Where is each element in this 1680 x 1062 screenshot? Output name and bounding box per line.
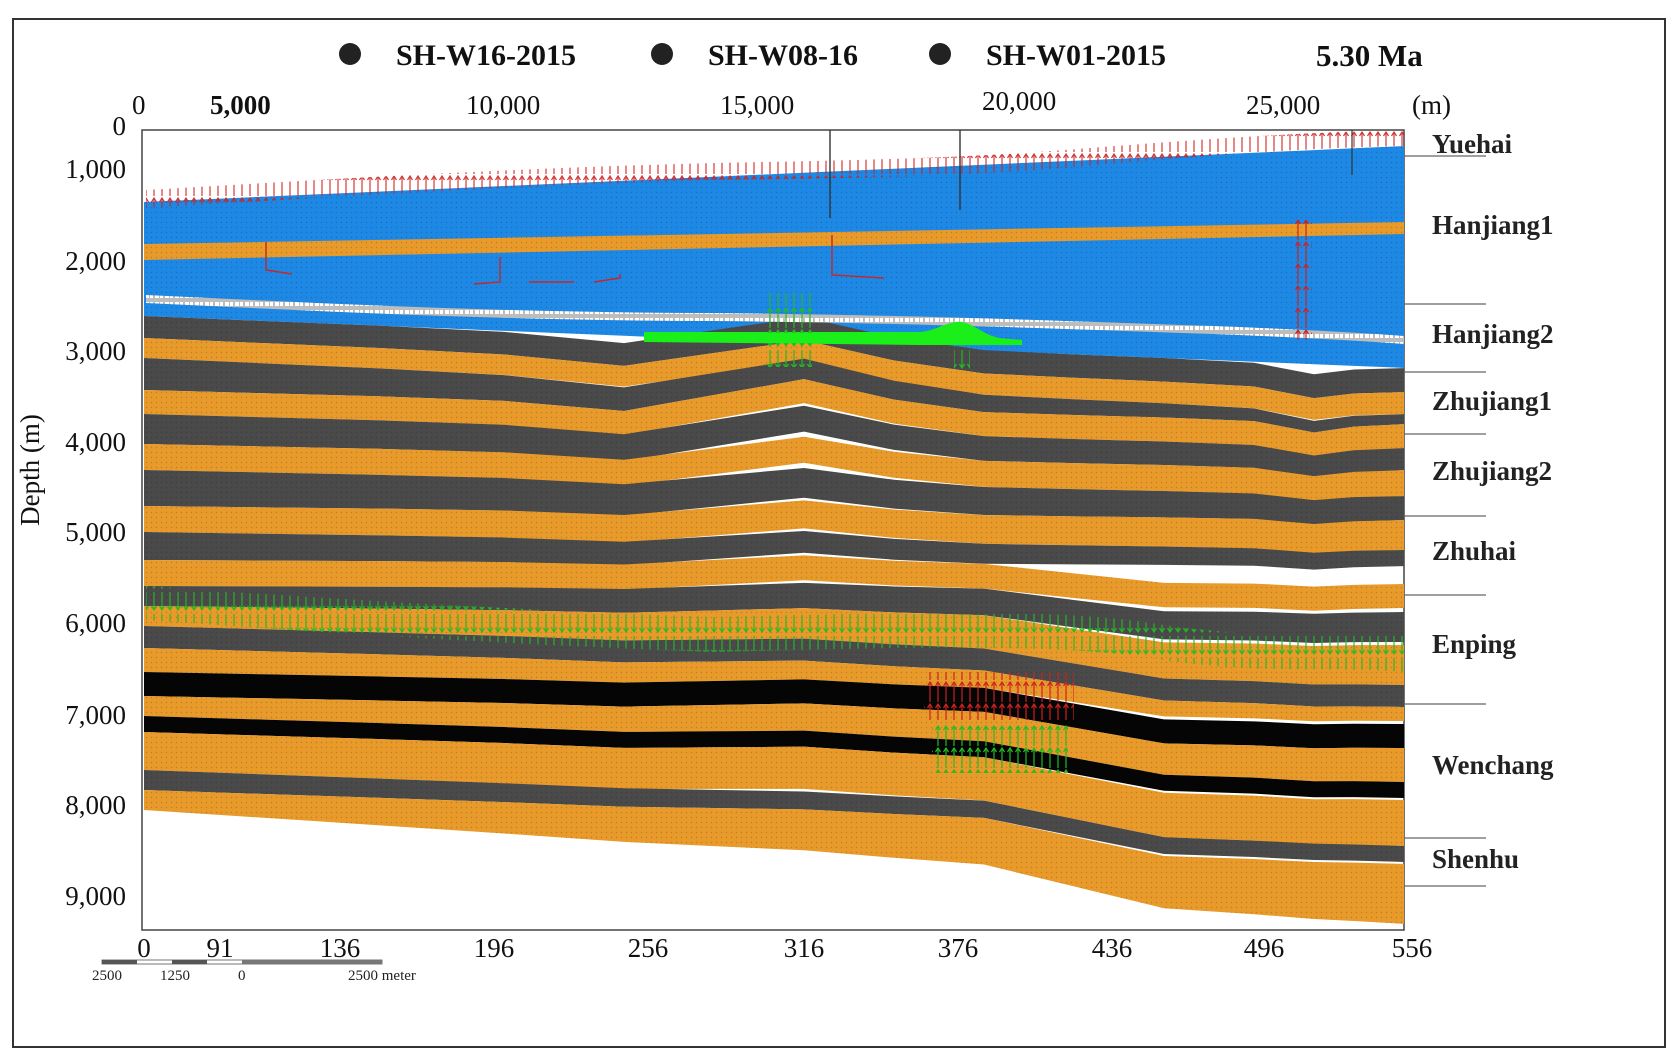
red-fault-marks <box>265 235 885 285</box>
strata-layer-1-texture <box>144 338 1404 420</box>
depth-tick-0: 0 <box>113 111 127 141</box>
depth-tick-1: 1,000 <box>65 154 126 184</box>
strata-layer-12-texture <box>144 626 1404 707</box>
formation-label-enping: Enping <box>1432 629 1517 659</box>
strata-layer-7-texture <box>144 500 1404 554</box>
formation-label-shenhu: Shenhu <box>1432 844 1519 874</box>
hydrate-arrows-upper <box>764 293 812 333</box>
hydrate-arrows-lower <box>764 343 812 367</box>
seafloor-red-arrows <box>146 130 1404 208</box>
formation-label-zhujiang1: Zhujiang1 <box>1432 386 1552 416</box>
depth-tick-8: 8,000 <box>65 790 126 820</box>
depth-tick-4: 4,000 <box>65 427 126 457</box>
scalebar-label-3: 2500 meter <box>348 968 416 984</box>
deep-green-arrows <box>932 725 1068 773</box>
top-tick-5: 25,000 <box>1246 90 1320 120</box>
age-label: 5.30 Ma <box>1316 38 1423 73</box>
depth-tick-6: 6,000 <box>65 608 126 638</box>
formation-label-zhuhai: Zhuhai <box>1432 536 1517 566</box>
left-axis: 0 1,000 2,000 3,000 4,000 5,000 6,000 7,… <box>65 111 126 911</box>
strata-layer-19-texture <box>144 790 1404 924</box>
depth-axis-label: Depth (m) <box>15 414 45 526</box>
strata-layer-0-texture <box>144 316 1404 399</box>
depth-tick-3: 3,000 <box>65 336 126 366</box>
strata-layer-8-texture <box>144 531 1404 570</box>
scalebar-label-2: 0 <box>238 968 246 984</box>
strata-layer-2-texture <box>144 358 1404 433</box>
well-marker-icon <box>339 43 361 65</box>
bottom-tick-6: 376 <box>938 933 979 963</box>
scalebar-label-0: 2500 <box>92 968 122 984</box>
bottom-tick-3: 196 <box>474 933 515 963</box>
hydrate-body <box>644 321 1022 345</box>
bottom-tick-8: 496 <box>1244 933 1285 963</box>
formation-label-hanjiang1: Hanjiang1 <box>1432 210 1554 240</box>
depth-tick-2: 2,000 <box>65 246 126 276</box>
strata-layer-16-texture <box>144 716 1404 798</box>
bottom-axis: 0 91 136 196 256 316 376 436 496 556 <box>137 933 1432 963</box>
strata-layer-17-texture <box>144 732 1404 846</box>
bottom-tick-5: 316 <box>784 933 825 963</box>
depth-tick-7: 7,000 <box>65 700 126 730</box>
top-axis-unit: (m) <box>1412 90 1451 120</box>
scalebar-label-1: 1250 <box>160 968 190 984</box>
depth-tick-9: 9,000 <box>65 881 126 911</box>
formation-label-zhujiang2: Zhujiang2 <box>1432 456 1552 486</box>
legend-well-3: SH-W01-2015 <box>986 39 1166 72</box>
hanjiang-sand-layer-texture <box>144 222 1404 260</box>
figure-frame: SH-W16-2015 SH-W08-16 SH-W01-2015 5.30 M… <box>12 18 1666 1048</box>
top-tick-2: 10,000 <box>466 90 540 120</box>
scale-bar: 2500 1250 0 2500 meter <box>92 959 416 984</box>
strata-layer-15-texture <box>144 696 1404 782</box>
bottom-tick-9: 556 <box>1392 933 1433 963</box>
hydrate-arrows-small <box>954 345 970 371</box>
strata-layer-5-texture <box>144 436 1404 503</box>
strata-layer-6-texture <box>144 467 1404 525</box>
bottom-tick-1: 91 <box>207 933 234 963</box>
formation-label-yuehai: Yuehai <box>1432 129 1513 159</box>
section-overlays <box>146 130 1404 773</box>
strata-layer-18-texture <box>144 770 1404 862</box>
bottom-tick-7: 436 <box>1092 933 1133 963</box>
top-axis: 0 5,000 10,000 15,000 20,000 25,000 (m) <box>132 86 1451 120</box>
bottom-tick-4: 256 <box>628 933 669 963</box>
deep-red-arrows <box>924 672 1074 720</box>
formation-column: Yuehai Hanjiang1 Hanjiang2 Zhujiang1 Zhu… <box>1404 129 1554 887</box>
legend-well-1: SH-W16-2015 <box>396 39 576 72</box>
formation-label-hanjiang2: Hanjiang2 <box>1432 319 1554 349</box>
strata-layer-13-texture <box>144 648 1404 722</box>
top-tick-3: 15,000 <box>720 90 794 120</box>
enping-green-arrows <box>146 586 1404 672</box>
bottom-tick-2: 136 <box>320 933 361 963</box>
legend-well-2: SH-W08-16 <box>708 39 858 72</box>
top-tick-1: 5,000 <box>210 90 271 120</box>
strata-layer-3-texture <box>144 379 1404 457</box>
cross-section-figure: SH-W16-2015 SH-W08-16 SH-W01-2015 5.30 M… <box>15 38 1554 984</box>
well-legend: SH-W16-2015 SH-W08-16 SH-W01-2015 5.30 M… <box>339 38 1423 73</box>
well-marker-icon <box>929 43 951 65</box>
top-tick-0: 0 <box>132 90 146 120</box>
well-marker-icon <box>651 43 673 65</box>
depth-tick-5: 5,000 <box>65 517 126 547</box>
strata-layer-9-texture <box>144 555 1404 611</box>
strata-layer-4-texture <box>144 405 1404 479</box>
strata-layer-14-texture <box>144 672 1404 749</box>
right-well-red-arrows <box>1294 220 1312 340</box>
top-tick-4: 20,000 <box>982 86 1056 116</box>
bottom-tick-0: 0 <box>137 933 151 963</box>
formation-label-wenchang: Wenchang <box>1432 750 1554 780</box>
stratigraphic-layers <box>144 146 1404 924</box>
